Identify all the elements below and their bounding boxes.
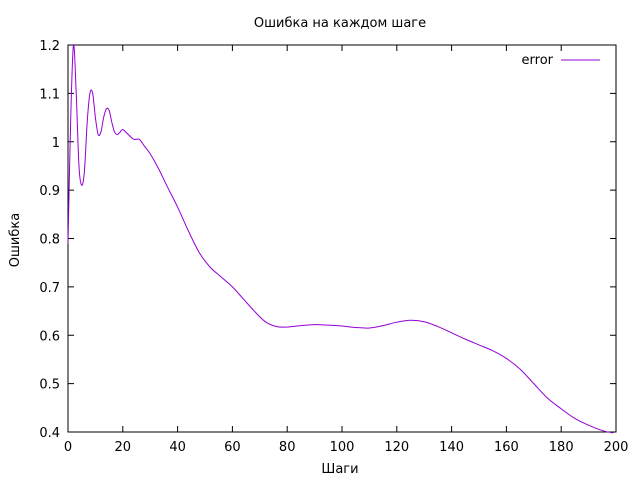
x-tick-label: 0 (64, 440, 72, 455)
legend: error (522, 53, 600, 68)
ticks: 0 20 40 60 80 100 120 140 160 180 200 0.4 0.5 0.6 0.7 0… (39, 39, 628, 455)
x-tick-label: 120 (384, 440, 409, 455)
y-tick-label: 0.9 (39, 184, 60, 199)
chart-title: Ошибка на каждом шаге (254, 16, 426, 31)
y-axis-title: Ошибка (8, 213, 23, 267)
series-group (67, 44, 614, 434)
y-tick-label: 0.5 (39, 378, 60, 393)
y-tick-label: 0.8 (39, 233, 60, 248)
y-tick-label: 0.7 (39, 281, 60, 296)
y-tick-label: 0.4 (39, 426, 60, 441)
x-tick-label: 140 (439, 440, 464, 455)
x-tick-label: 20 (115, 440, 132, 455)
x-tick-label: 180 (549, 440, 574, 455)
y-tick-label: 1.1 (39, 87, 60, 102)
y-tick-label: 1.2 (39, 39, 60, 54)
x-tick-label: 40 (169, 440, 186, 455)
x-axis-title: Шаги (321, 462, 358, 477)
x-tick-label: 80 (279, 440, 296, 455)
series-line-error (67, 44, 614, 434)
plot-frame (67, 44, 617, 433)
axes (67, 44, 617, 433)
legend-label-error: error (522, 53, 554, 68)
x-tick-label: 100 (330, 440, 355, 455)
x-tick-label: 60 (224, 440, 241, 455)
x-tick-label: 200 (604, 440, 629, 455)
y-tick-label: 1 (52, 136, 60, 151)
y-tick-label: 0.6 (39, 329, 60, 344)
x-tick-label: 160 (494, 440, 519, 455)
